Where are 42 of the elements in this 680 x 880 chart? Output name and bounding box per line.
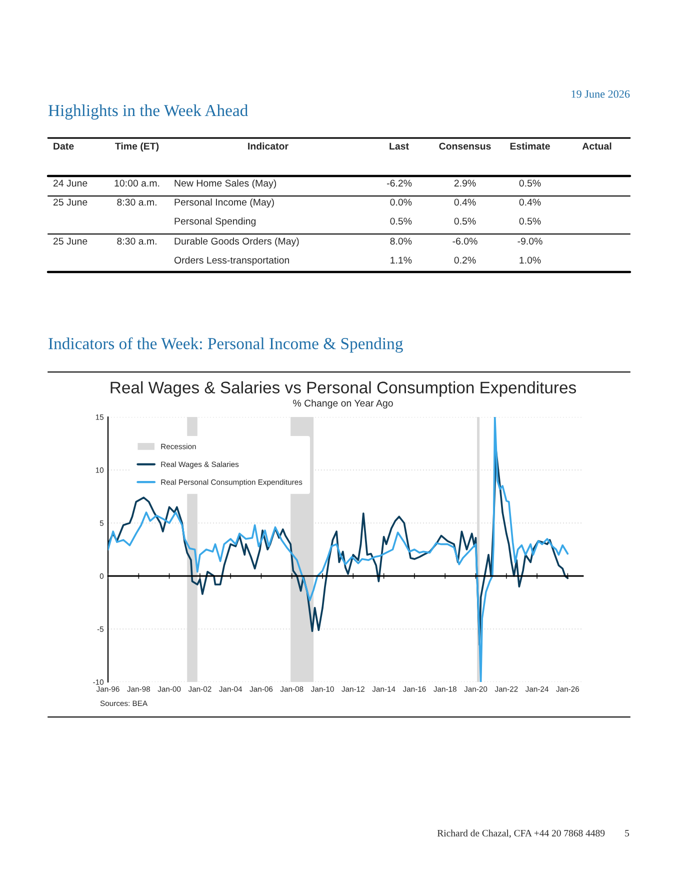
text: -9.0% <box>518 238 542 245</box>
text: 25 June <box>53 238 88 245</box>
text: 0.5% <box>519 218 541 225</box>
text: 5 <box>625 830 630 836</box>
line-series <box>108 450 569 646</box>
text: 8:30 a.m. <box>117 238 156 245</box>
text: Highlights in the Week Ahead <box>48 104 248 120</box>
text: Time (ET) <box>115 142 159 152</box>
text: 2.9% <box>454 180 476 187</box>
text: 0.2% <box>454 256 476 264</box>
text: 0.5% <box>390 218 412 225</box>
text: -6.2% <box>387 180 412 187</box>
text: Last <box>390 142 409 150</box>
text: 0.5% <box>454 218 476 225</box>
text: Consensus <box>439 142 491 150</box>
text: -6.0% <box>452 238 478 245</box>
text: Richard de Chazal, CFA +44 20 7868 4489 <box>437 830 605 838</box>
text: Orders Less-transportation <box>174 256 290 266</box>
text: Personal Spending <box>174 217 256 227</box>
text: 19 June 2026 <box>572 90 630 98</box>
text: 24 June <box>53 180 88 187</box>
text: Indicator <box>248 142 288 150</box>
text: 1.1% <box>390 256 412 264</box>
text: 8:30 a.m. <box>117 198 156 206</box>
text: 10:00 a.m. <box>114 180 160 187</box>
text: 0.5% <box>519 180 541 187</box>
text: Estimate <box>510 142 550 150</box>
text: Date <box>54 142 74 150</box>
text: 0.4% <box>454 198 476 206</box>
text: 0.4% <box>519 198 541 206</box>
line-series <box>108 417 569 682</box>
text: Actual <box>582 142 612 150</box>
text: Personal Income (May) <box>174 198 274 208</box>
text: 25 June <box>53 198 88 206</box>
text: Durable Goods Orders (May) <box>174 237 299 247</box>
text: 8.0% <box>390 238 412 245</box>
text: Indicators of the Week: Personal Income & Spending <box>48 337 403 353</box>
chart-title: Real Wages & Salaries vs Personal Consumption Expenditures <box>110 381 576 397</box>
text: 0.0% <box>390 198 412 206</box>
chart-subtitle: % Change on Year Ago <box>293 399 393 409</box>
text: New Home Sales (May) <box>174 179 276 189</box>
text: 1.0% <box>520 256 541 264</box>
